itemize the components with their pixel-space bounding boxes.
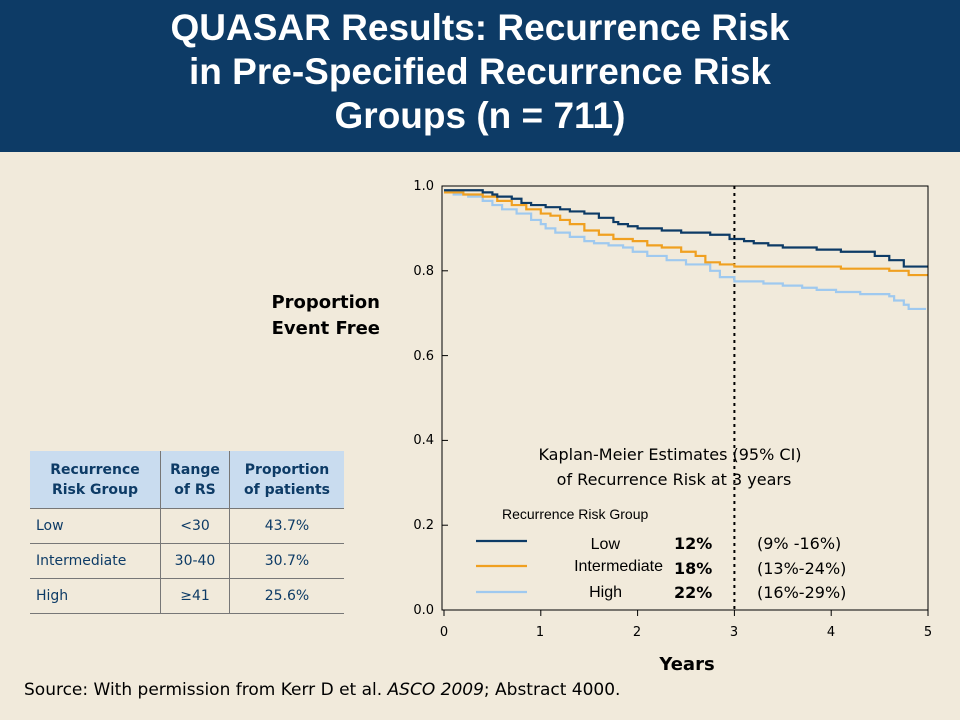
y-tick-label: 0.4 xyxy=(413,433,434,448)
km-curve-high xyxy=(444,191,927,311)
slide-title: QUASAR Results: Recurrence Risk in Pre-S… xyxy=(0,6,960,138)
plot-frame xyxy=(441,185,929,611)
y-tick-label: 0.6 xyxy=(413,349,434,364)
ci-high: (16%-29%) xyxy=(757,583,846,602)
y-tick-label: 0.0 xyxy=(413,603,434,618)
x-axis-label: Years xyxy=(658,654,714,675)
table-cell: Low xyxy=(30,508,161,544)
ci-low: (9% -16%) xyxy=(757,534,841,553)
source-suffix: ; Abstract 4000. xyxy=(483,680,621,700)
y-tick-label: 1.0 xyxy=(413,179,434,194)
legend-label-intermediate: Intermediate xyxy=(574,558,663,575)
legend-title: Recurrence Risk Group xyxy=(502,506,648,522)
y-tick-labels: 0.0 0.2 0.4 0.6 0.8 1.0 xyxy=(413,179,434,618)
x-tick-label: 0 xyxy=(440,625,448,640)
estimate-low: 12% xyxy=(674,534,712,553)
y-tick-label: 0.2 xyxy=(413,518,434,533)
title-line-3: Groups (n = 711) xyxy=(334,95,626,136)
y-axis-label-line-2: Event Free xyxy=(271,318,380,339)
title-banner: QUASAR Results: Recurrence Risk in Pre-S… xyxy=(0,0,960,152)
ci-intermediate: (13%-24%) xyxy=(757,559,846,578)
legend-label-low: Low xyxy=(591,536,621,553)
x-tick-label: 2 xyxy=(633,625,641,640)
source-citation: Source: With permission from Kerr D et a… xyxy=(24,680,620,700)
table-cell: 43.7% xyxy=(229,508,344,544)
title-line-1: QUASAR Results: Recurrence Risk xyxy=(170,7,790,48)
risk-group-table: Recurrence Risk Group Range of RS Propor… xyxy=(30,451,344,614)
y-tick-label: 0.8 xyxy=(413,264,434,279)
table-cell: 30.7% xyxy=(229,543,344,579)
source-journal: ASCO 2009 xyxy=(387,680,484,700)
annotation-title-line-1: Kaplan-Meier Estimates (95% CI) xyxy=(538,445,801,464)
table-row: High ≥41 25.6% xyxy=(30,578,344,614)
x-tick-label: 4 xyxy=(827,625,835,640)
table-cell: Intermediate xyxy=(30,543,161,579)
y-axis-ticks xyxy=(442,185,929,616)
table-cell: High xyxy=(30,578,161,614)
x-tick-label: 1 xyxy=(536,625,544,640)
km-curve-low xyxy=(444,189,928,268)
annotation-title-line-2: of Recurrence Risk at 3 years xyxy=(557,470,792,489)
y-axis-label-line-1: Proportion xyxy=(271,292,380,313)
x-tick-labels: 0 1 2 3 4 5 xyxy=(440,625,932,640)
x-tick-label: 3 xyxy=(730,625,738,640)
table-cell: ≥41 xyxy=(160,578,230,614)
table-cell: <30 xyxy=(160,508,230,544)
table-header-proportion: Proportion of patients xyxy=(229,451,344,509)
y-axis-label: Proportion Event Free xyxy=(271,290,380,342)
table-header-range: Range of RS xyxy=(160,451,230,509)
estimate-high: 22% xyxy=(674,583,712,602)
source-prefix: Source: With permission from Kerr D et a… xyxy=(24,680,388,700)
table-cell: 25.6% xyxy=(229,578,344,614)
table-header-row: Recurrence Risk Group Range of RS Propor… xyxy=(30,451,344,509)
table-header-risk-group: Recurrence Risk Group xyxy=(30,451,161,509)
x-tick-label: 5 xyxy=(924,625,932,640)
title-line-2: in Pre-Specified Recurrence Risk xyxy=(189,51,771,92)
km-annotation: Kaplan-Meier Estimates (95% CI) of Recur… xyxy=(476,445,846,602)
km-curve-intermediate xyxy=(444,191,928,277)
table-row: Intermediate 30-40 30.7% xyxy=(30,543,344,579)
table-row: Low <30 43.7% xyxy=(30,508,344,544)
table-cell: 30-40 xyxy=(160,543,230,579)
legend-label-high: High xyxy=(589,584,622,601)
legend-swatches xyxy=(476,539,527,594)
estimate-intermediate: 18% xyxy=(674,559,712,578)
plot-layer xyxy=(444,186,928,610)
